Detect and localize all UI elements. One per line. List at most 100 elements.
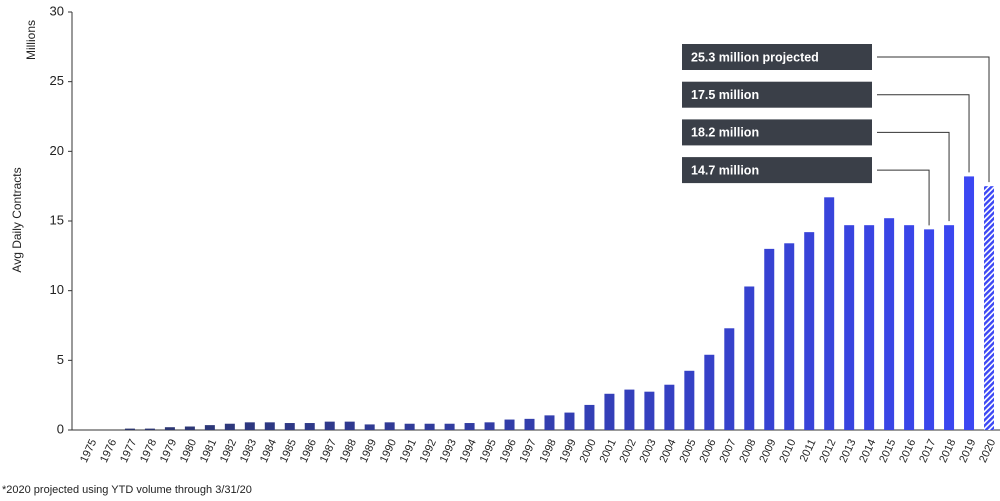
x-tick-label: 2003	[638, 437, 659, 464]
bar	[324, 421, 335, 430]
bar	[344, 421, 355, 430]
bar	[824, 197, 835, 430]
bar	[924, 229, 935, 430]
bar	[464, 423, 475, 430]
x-tick-label: 2006	[697, 437, 718, 464]
bar	[444, 423, 455, 430]
x-tick-label: 2008	[737, 437, 758, 464]
x-tick-label: 1993	[438, 437, 459, 464]
bar	[564, 412, 575, 430]
x-tick-label: 1978	[138, 437, 159, 464]
annotation-leader	[877, 56, 990, 183]
bar	[244, 422, 255, 430]
x-tick-label: 1981	[198, 437, 219, 464]
bar	[844, 225, 855, 430]
x-tick-label: 2016	[897, 437, 918, 464]
bar	[304, 423, 315, 430]
annotation-leader	[877, 169, 930, 226]
bar	[544, 415, 555, 430]
bar	[384, 422, 395, 430]
y-tick-label: 25	[50, 73, 64, 88]
annotation-box	[682, 81, 872, 108]
y-tick-label: 5	[57, 352, 64, 367]
bar	[764, 248, 775, 430]
bar	[364, 424, 375, 430]
bar	[404, 423, 415, 430]
bar	[204, 425, 215, 430]
x-tick-label: 1997	[518, 437, 539, 464]
x-tick-label: 2007	[717, 437, 738, 464]
x-tick-label: 1987	[318, 437, 339, 464]
footnote: *2020 projected using YTD volume through…	[2, 484, 252, 496]
bar	[264, 422, 275, 430]
x-tick-label: 2012	[817, 437, 838, 464]
bar	[124, 428, 135, 430]
bar	[684, 370, 695, 430]
bar	[944, 225, 955, 430]
annotation-box	[682, 44, 872, 70]
bar	[284, 423, 295, 430]
annotation-label: 17.5 million	[691, 88, 759, 102]
bar	[704, 354, 715, 430]
x-tick-label: 1977	[118, 437, 139, 464]
annotation-label: 25.3 million projected	[691, 50, 819, 64]
bar	[864, 225, 875, 430]
x-tick-label: 2000	[578, 437, 599, 464]
x-tick-label: 2005	[677, 437, 698, 464]
x-tick-label: 1984	[258, 437, 279, 464]
x-tick-label: 1985	[278, 437, 299, 464]
x-tick-label: 1991	[398, 437, 419, 464]
x-tick-label: 1989	[358, 437, 379, 464]
y-tick-label: 0	[57, 421, 64, 436]
x-tick-label: 1986	[298, 437, 319, 464]
x-tick-label: 2009	[757, 437, 778, 464]
bar	[524, 418, 535, 430]
bar	[644, 391, 655, 430]
bar	[424, 423, 435, 430]
x-tick-label: 2013	[837, 437, 858, 464]
bar	[584, 404, 595, 430]
x-tick-label: 2018	[937, 437, 958, 464]
bar	[784, 243, 795, 430]
x-tick-label: 1975	[78, 437, 99, 464]
x-tick-label: 1983	[238, 437, 259, 464]
x-tick-label: 2014	[857, 437, 878, 464]
y-tick-label: 20	[50, 143, 64, 158]
x-tick-label: 1980	[178, 437, 199, 464]
x-tick-label: 1998	[538, 437, 559, 464]
x-tick-label: 1996	[498, 437, 519, 464]
bar	[904, 225, 915, 430]
annotation-leader	[877, 131, 950, 222]
x-tick-label: 2019	[957, 437, 978, 464]
bar	[724, 328, 735, 430]
y-tick-label: 15	[50, 212, 64, 227]
x-tick-label: 1999	[558, 437, 579, 464]
bar	[884, 218, 895, 430]
bar	[964, 176, 975, 430]
x-tick-label: 2011	[798, 437, 819, 464]
x-tick-label: 2015	[877, 437, 898, 464]
x-tick-label: 1976	[98, 437, 119, 464]
x-tick-label: 2004	[657, 437, 678, 464]
x-tick-label: 2017	[917, 437, 938, 464]
bar	[664, 384, 675, 430]
x-tick-label: 1982	[218, 437, 239, 464]
x-tick-label: 2020	[977, 437, 998, 464]
bar	[624, 389, 635, 430]
annotation-box	[682, 157, 872, 184]
bar	[984, 186, 995, 430]
annotation-label: 14.7 million	[691, 163, 759, 177]
y-axis-label: Avg Daily Contracts	[10, 167, 24, 272]
x-tick-label: 2002	[618, 437, 639, 464]
bar	[744, 286, 755, 430]
annotation-leader	[877, 94, 970, 173]
y-axis-unit: Millions	[24, 20, 38, 60]
annotation-label: 18.2 million	[691, 126, 759, 140]
x-tick-label: 1994	[458, 437, 479, 464]
bar	[224, 423, 235, 430]
x-tick-label: 2010	[777, 437, 798, 464]
bar	[504, 419, 515, 430]
x-tick-label: 1979	[158, 437, 179, 464]
y-tick-label: 30	[50, 3, 64, 18]
